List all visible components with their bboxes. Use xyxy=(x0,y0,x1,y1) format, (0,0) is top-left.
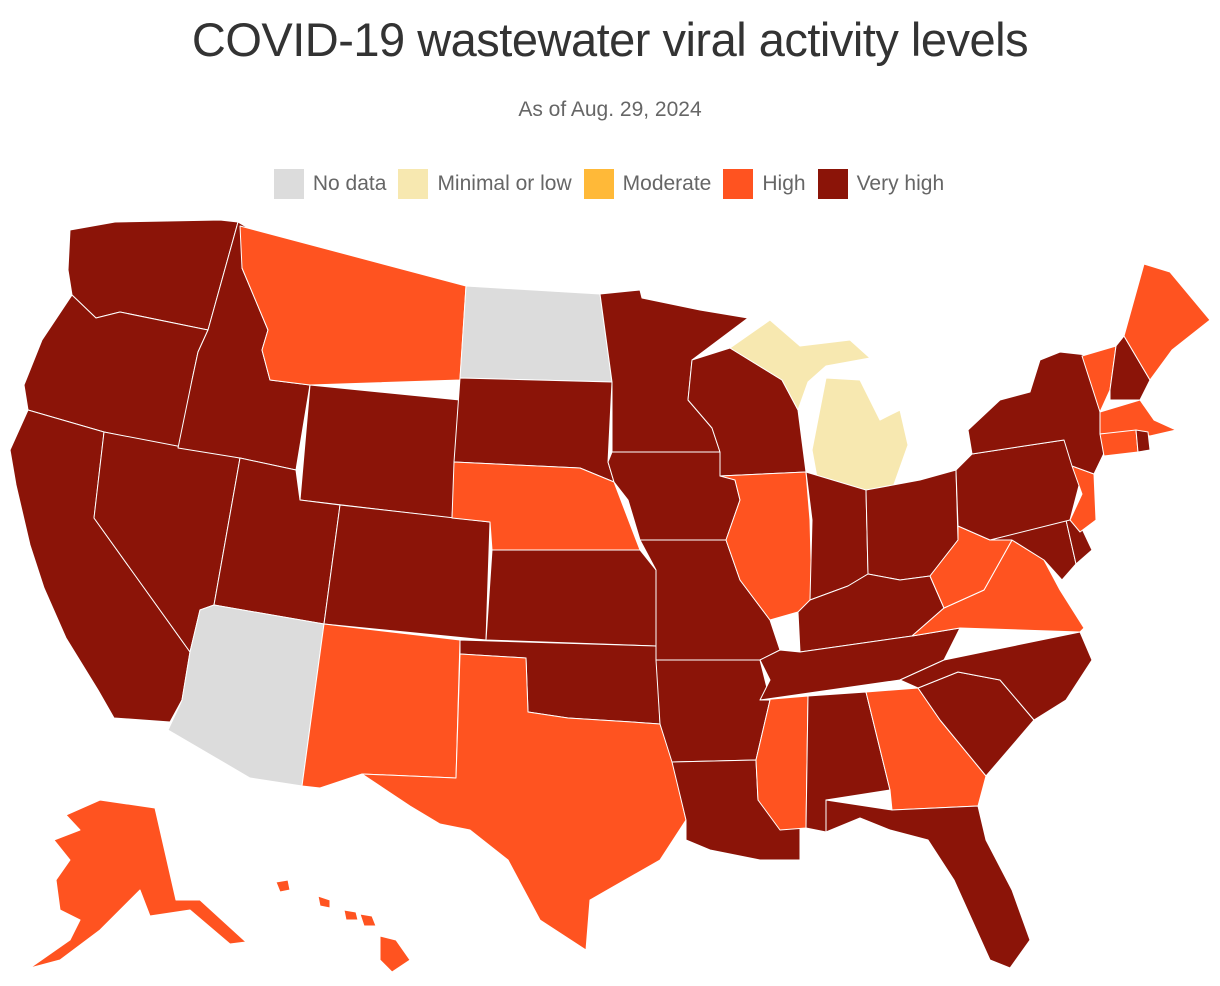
legend-swatch-high xyxy=(723,169,754,199)
state-co[interactable] xyxy=(323,504,491,641)
state-tx[interactable] xyxy=(361,653,687,951)
legend-item-very-high: Very high xyxy=(817,169,945,199)
chart-title: COVID-19 wastewater viral activity level… xyxy=(191,13,1029,66)
state-mt[interactable] xyxy=(239,225,467,386)
legend-swatch-very-high xyxy=(817,169,848,199)
state-nm[interactable] xyxy=(301,623,461,789)
state-hi-2[interactable] xyxy=(317,895,331,909)
state-wy[interactable] xyxy=(299,384,461,519)
chart-subtitle: As of Aug. 29, 2024 xyxy=(518,98,702,121)
state-ks[interactable] xyxy=(485,549,657,647)
legend-item-high: High xyxy=(723,169,806,199)
state-nc[interactable] xyxy=(899,631,1093,721)
state-me[interactable] xyxy=(1123,263,1211,381)
legend-item-no-data: No data xyxy=(273,169,387,199)
state-fl[interactable] xyxy=(825,799,1031,969)
state-nd[interactable] xyxy=(459,285,613,383)
legend-label: High xyxy=(762,172,806,195)
state-ct[interactable] xyxy=(1099,429,1139,457)
legend-label: No data xyxy=(312,172,387,195)
legend-swatch-moderate xyxy=(583,169,614,199)
legend-swatch-no-data xyxy=(273,169,304,199)
state-mi-lower[interactable] xyxy=(811,377,909,495)
state-hi-4[interactable] xyxy=(359,913,377,927)
legend-item-moderate: Moderate xyxy=(583,169,712,199)
legend-label: Minimal or low xyxy=(437,172,572,195)
state-ar[interactable] xyxy=(655,659,771,763)
legend-label: Moderate xyxy=(622,172,712,195)
state-hi-5[interactable] xyxy=(379,935,411,973)
state-il[interactable] xyxy=(719,471,813,621)
legend: No data Minimal or low Moderate High Ver… xyxy=(0,169,1220,199)
legend-item-minimal-or-low: Minimal or low xyxy=(398,169,572,199)
state-hi-1[interactable] xyxy=(275,879,291,893)
state-ri[interactable] xyxy=(1135,429,1151,453)
state-wi[interactable] xyxy=(687,347,807,477)
state-mi-upper[interactable] xyxy=(729,319,871,411)
state-ak[interactable] xyxy=(29,799,247,969)
state-hi-3[interactable] xyxy=(343,909,359,921)
legend-label: Very high xyxy=(856,172,945,195)
legend-swatch-minimal-or-low xyxy=(398,169,429,199)
